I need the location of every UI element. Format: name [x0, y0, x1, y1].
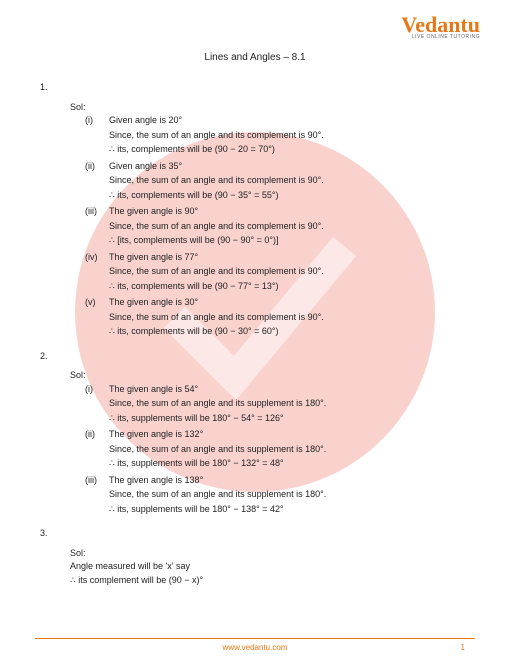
solution-item: (iii)The given angle is 138°Since, the s…: [85, 474, 470, 518]
item-line: Since, the sum of an angle and its suppl…: [109, 397, 470, 411]
page-content: Lines and Angles – 8.1 1.Sol:(i)Given an…: [0, 0, 510, 597]
item-content: The given angle is 77°Since, the sum of …: [109, 251, 470, 295]
item-roman: (v): [85, 296, 109, 340]
item-line: Since, the sum of an angle and its suppl…: [109, 488, 470, 502]
item-roman: (i): [85, 114, 109, 158]
solution-item: (ii)Given angle is 35°Since, the sum of …: [85, 160, 470, 204]
item-roman: (iii): [85, 205, 109, 249]
item-roman: (iii): [85, 474, 109, 518]
item-line: Since, the sum of an angle and its compl…: [109, 311, 470, 325]
item-line: ∴ its, supplements will be 180° − 54° = …: [109, 412, 470, 426]
item-line: ∴ its, complements will be (90 − 20 = 70…: [109, 143, 470, 157]
item-line: Since, the sum of an angle and its compl…: [109, 220, 470, 234]
solution-body-line: ∴ its complement will be (90 − x)°: [70, 574, 470, 588]
item-line: The given angle is 77°: [109, 251, 470, 265]
question-number: 1.: [40, 81, 470, 95]
item-line: Given angle is 35°: [109, 160, 470, 174]
footer-page-number: 1: [461, 643, 465, 652]
brand-block: Vedantu LIVE ONLINE TUTORING: [401, 12, 480, 40]
item-line: ∴ its, complements will be (90 − 77° = 1…: [109, 280, 470, 294]
footer-site: www.vedantu.com: [223, 643, 288, 652]
item-line: The given angle is 90°: [109, 205, 470, 219]
brand-tagline: LIVE ONLINE TUTORING: [401, 34, 480, 40]
item-content: The given angle is 30°Since, the sum of …: [109, 296, 470, 340]
item-line: ∴ its, complements will be (90 − 35° = 5…: [109, 189, 470, 203]
item-roman: (iv): [85, 251, 109, 295]
solution-item: (i)The given angle is 54°Since, the sum …: [85, 383, 470, 427]
question-number: 2.: [40, 350, 470, 364]
item-line: Since, the sum of an angle and its compl…: [109, 174, 470, 188]
item-content: The given angle is 138°Since, the sum of…: [109, 474, 470, 518]
solution-item: (ii)The given angle is 132°Since, the su…: [85, 428, 470, 472]
page-title: Lines and Angles – 8.1: [40, 50, 470, 65]
solution-item: (iv)The given angle is 77°Since, the sum…: [85, 251, 470, 295]
solution-label: Sol:: [70, 369, 470, 383]
item-roman: (i): [85, 383, 109, 427]
item-content: The given angle is 90°Since, the sum of …: [109, 205, 470, 249]
item-line: Since, the sum of an angle and its compl…: [109, 265, 470, 279]
item-line: ∴ its, supplements will be 180° − 138° =…: [109, 503, 470, 517]
item-line: The given angle is 138°: [109, 474, 470, 488]
item-content: Given angle is 20°Since, the sum of an a…: [109, 114, 470, 158]
item-line: The given angle is 132°: [109, 428, 470, 442]
solution-item: (v)The given angle is 30°Since, the sum …: [85, 296, 470, 340]
item-line: The given angle is 54°: [109, 383, 470, 397]
item-line: Since, the sum of an angle and its compl…: [109, 129, 470, 143]
footer: www.vedantu.com 1: [35, 638, 475, 652]
item-roman: (ii): [85, 428, 109, 472]
solution-item: (iii)The given angle is 90°Since, the su…: [85, 205, 470, 249]
solution-body-line: Angle measured will be 'x' say: [70, 560, 470, 574]
item-roman: (ii): [85, 160, 109, 204]
item-content: The given angle is 54°Since, the sum of …: [109, 383, 470, 427]
item-content: The given angle is 132°Since, the sum of…: [109, 428, 470, 472]
item-line: ∴ its, supplements will be 180° − 132° =…: [109, 457, 470, 471]
solution-label: Sol:: [70, 547, 470, 561]
solution-item: (i)Given angle is 20°Since, the sum of a…: [85, 114, 470, 158]
item-line: ∴ its, complements will be (90 − 30° = 6…: [109, 325, 470, 339]
solution-label: Sol:: [70, 101, 470, 115]
item-content: Given angle is 35°Since, the sum of an a…: [109, 160, 470, 204]
item-line: Given angle is 20°: [109, 114, 470, 128]
item-line: The given angle is 30°: [109, 296, 470, 310]
item-line: ∴ [its, complements will be (90 − 90° = …: [109, 234, 470, 248]
question-number: 3.: [40, 527, 470, 541]
item-line: Since, the sum of an angle and its suppl…: [109, 443, 470, 457]
